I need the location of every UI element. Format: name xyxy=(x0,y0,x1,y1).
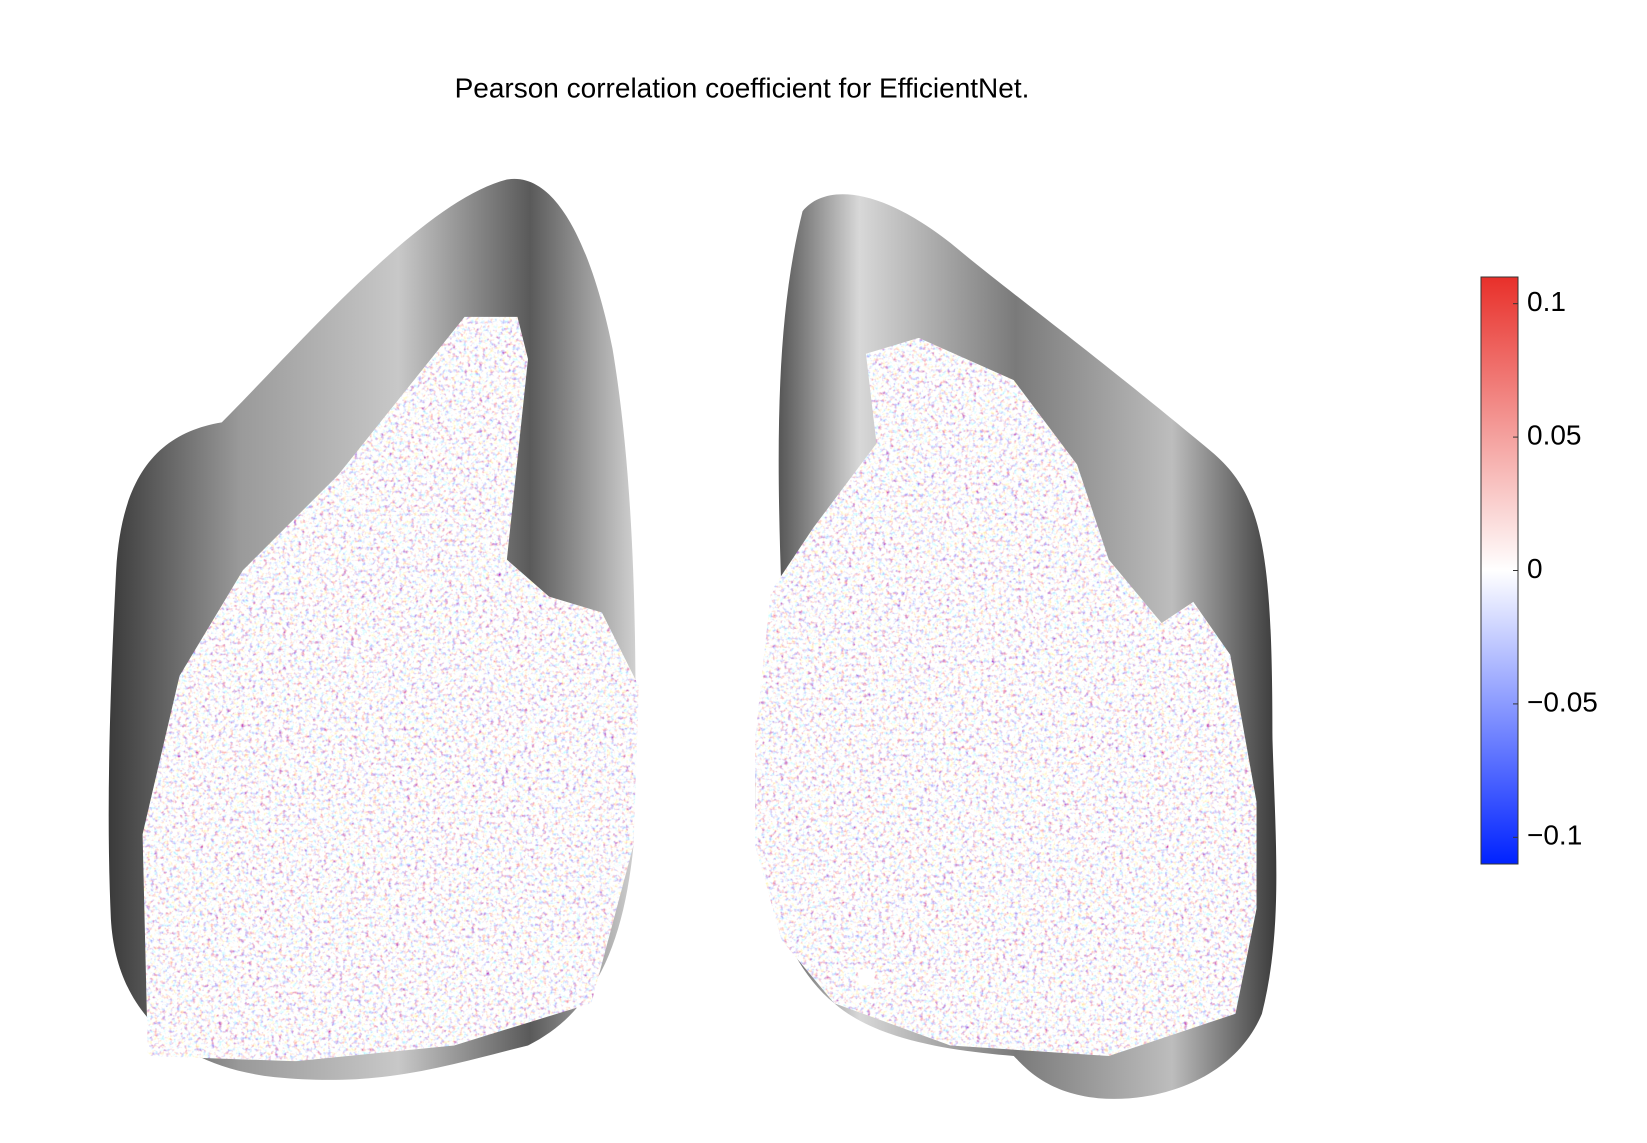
brain xyxy=(108,178,1277,1099)
colorbar-tick-label: 0.1 xyxy=(1527,286,1566,317)
colorbar-tick-label: −0.1 xyxy=(1527,820,1582,851)
colorbar-tick-label: −0.05 xyxy=(1527,686,1598,717)
marker xyxy=(858,969,875,986)
colorbar-tick-label: 0 xyxy=(1527,553,1543,584)
colorbar-tick-label: 0.05 xyxy=(1527,419,1582,450)
colorbar xyxy=(1480,276,1519,865)
chart-title: Pearson correlation coefficient for Effi… xyxy=(455,72,1030,103)
